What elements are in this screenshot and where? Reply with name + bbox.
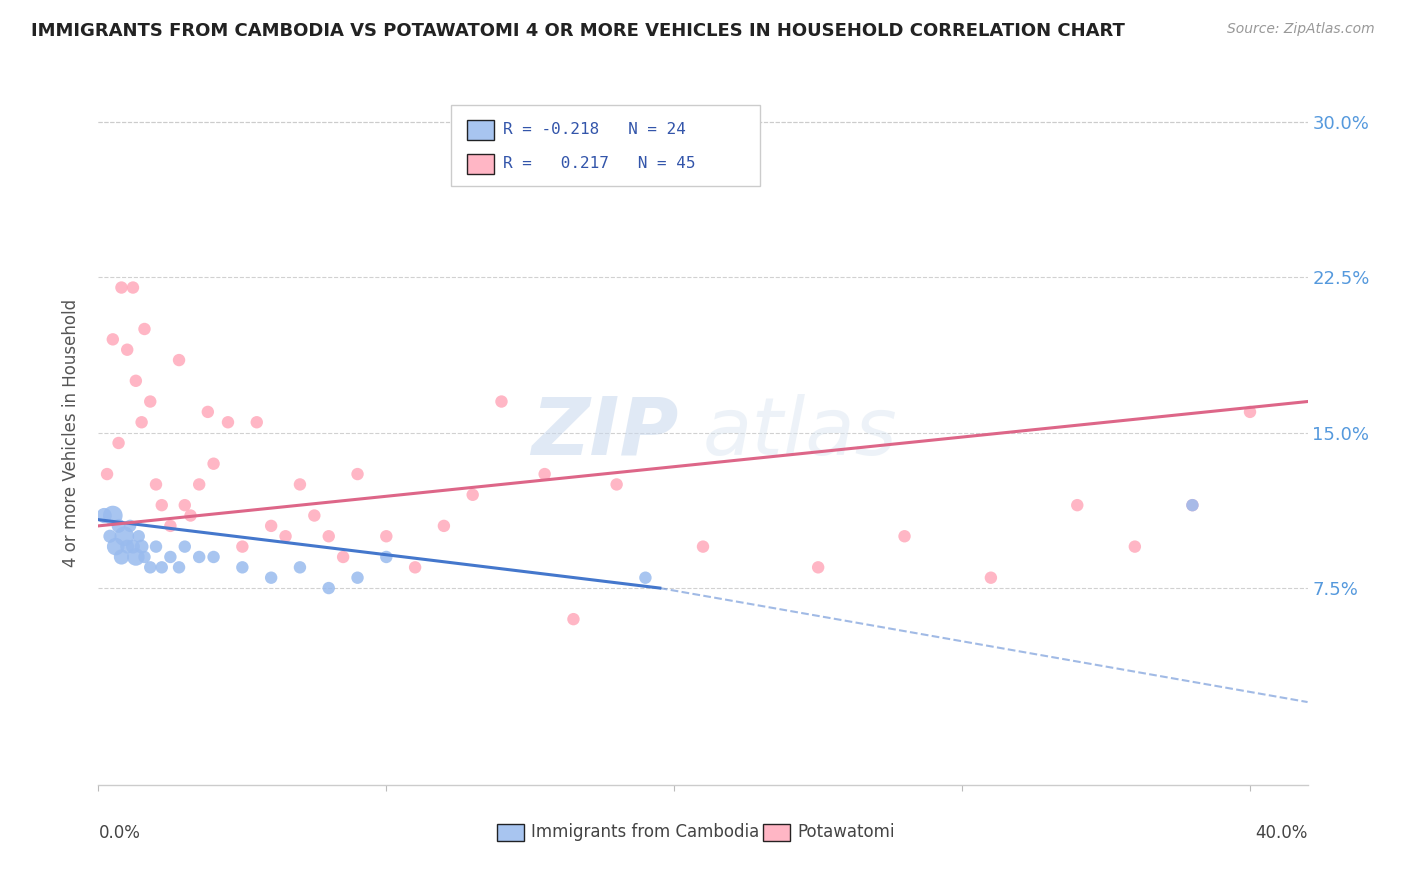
Point: [217, 415, 239, 429]
Point: [433, 519, 456, 533]
Point: [1123, 540, 1146, 554]
Point: [1066, 498, 1088, 512]
FancyBboxPatch shape: [451, 105, 759, 186]
Point: [231, 540, 253, 554]
Point: [125, 549, 148, 564]
Point: [606, 477, 628, 491]
Point: [304, 508, 326, 523]
Point: [107, 519, 129, 533]
Point: [173, 498, 195, 512]
FancyBboxPatch shape: [467, 120, 494, 140]
Point: [98, 529, 121, 543]
Point: [112, 529, 135, 543]
Point: [180, 508, 202, 523]
Point: [533, 467, 555, 481]
Point: [122, 280, 145, 294]
Text: Source: ZipAtlas.com: Source: ZipAtlas.com: [1227, 22, 1375, 37]
Point: [93, 508, 115, 523]
Point: [188, 477, 211, 491]
Point: [260, 571, 283, 585]
Point: [1181, 498, 1204, 512]
Point: [318, 529, 340, 543]
Point: [346, 571, 368, 585]
Text: atlas: atlas: [703, 393, 898, 472]
FancyBboxPatch shape: [763, 823, 790, 841]
Point: [110, 280, 132, 294]
Point: [288, 560, 311, 574]
Point: [122, 540, 145, 554]
Point: [150, 560, 173, 574]
Point: [202, 457, 225, 471]
Point: [202, 549, 225, 564]
Point: [562, 612, 585, 626]
Point: [375, 549, 398, 564]
Point: [634, 571, 657, 585]
Text: 0.0%: 0.0%: [98, 823, 141, 842]
Point: [125, 374, 148, 388]
Point: [346, 467, 368, 481]
Point: [167, 560, 190, 574]
Point: [107, 436, 129, 450]
Text: R =   0.217   N = 45: R = 0.217 N = 45: [503, 156, 696, 171]
Point: [128, 529, 150, 543]
Point: [139, 560, 162, 574]
Point: [491, 394, 513, 409]
Point: [159, 549, 181, 564]
Point: [173, 540, 195, 554]
Point: [131, 540, 153, 554]
Point: [145, 540, 167, 554]
Point: [145, 477, 167, 491]
Point: [159, 519, 181, 533]
Point: [110, 549, 132, 564]
Point: [692, 540, 714, 554]
Text: Potawatomi: Potawatomi: [797, 823, 894, 841]
Point: [260, 519, 283, 533]
Point: [274, 529, 297, 543]
Point: [332, 549, 354, 564]
Point: [807, 560, 830, 574]
Point: [115, 540, 138, 554]
Point: [188, 549, 211, 564]
Point: [231, 560, 253, 574]
Text: IMMIGRANTS FROM CAMBODIA VS POTAWATOMI 4 OR MORE VEHICLES IN HOUSEHOLD CORRELATI: IMMIGRANTS FROM CAMBODIA VS POTAWATOMI 4…: [31, 22, 1125, 40]
Point: [893, 529, 915, 543]
Text: ZIP: ZIP: [531, 393, 679, 472]
Point: [134, 322, 156, 336]
Text: Immigrants from Cambodia: Immigrants from Cambodia: [531, 823, 759, 841]
Point: [1181, 498, 1204, 512]
FancyBboxPatch shape: [467, 154, 494, 174]
Point: [1239, 405, 1261, 419]
Point: [197, 405, 219, 419]
Point: [246, 415, 269, 429]
Point: [288, 477, 311, 491]
Point: [404, 560, 426, 574]
Point: [101, 508, 124, 523]
Point: [980, 571, 1002, 585]
Point: [101, 332, 124, 346]
Point: [131, 415, 153, 429]
Text: R = -0.218   N = 24: R = -0.218 N = 24: [503, 122, 686, 137]
Point: [318, 581, 340, 595]
Point: [96, 467, 118, 481]
Point: [104, 540, 127, 554]
Point: [375, 529, 398, 543]
Point: [461, 488, 484, 502]
Point: [120, 519, 142, 533]
Point: [150, 498, 173, 512]
Point: [115, 343, 138, 357]
Point: [134, 549, 156, 564]
Point: [139, 394, 162, 409]
FancyBboxPatch shape: [498, 823, 524, 841]
Point: [167, 353, 190, 368]
Y-axis label: 4 or more Vehicles in Household: 4 or more Vehicles in Household: [62, 299, 80, 566]
Text: 40.0%: 40.0%: [1256, 823, 1308, 842]
